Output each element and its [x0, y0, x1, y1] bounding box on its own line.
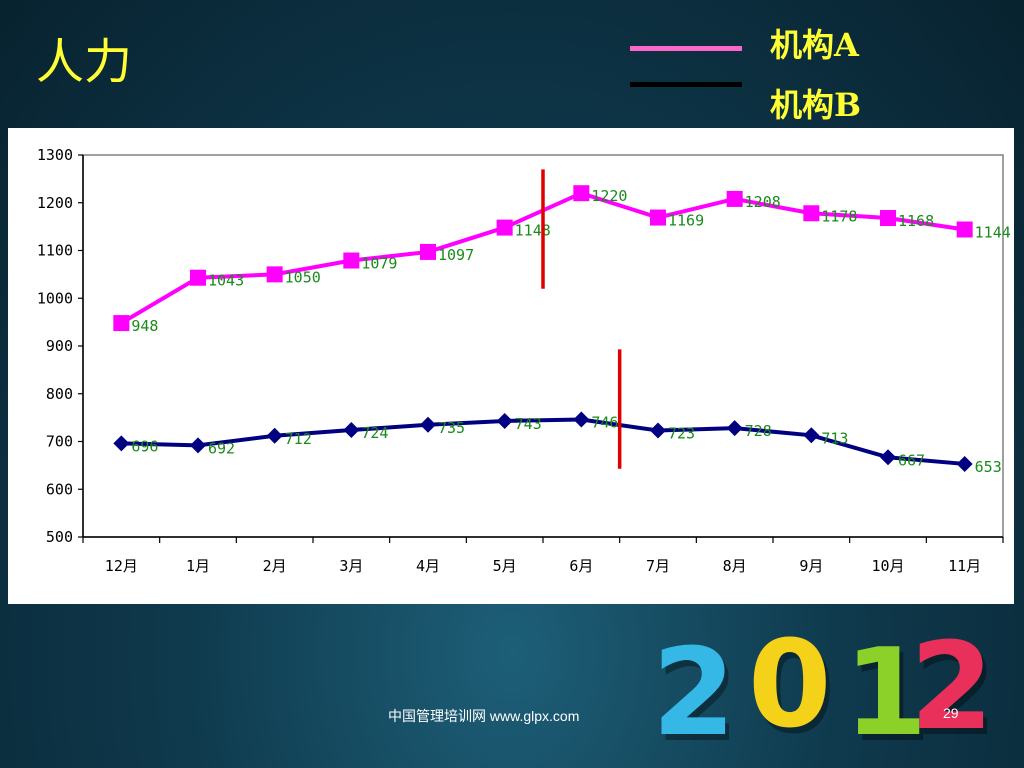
x-tick-label: 4月	[416, 557, 440, 575]
data-point-b	[190, 437, 206, 454]
x-tick-label: 9月	[799, 557, 823, 575]
legend-label-b: 机构B	[770, 86, 862, 124]
data-label: 728	[745, 422, 772, 440]
x-tick-label: 8月	[723, 557, 747, 575]
data-label: 667	[898, 451, 925, 469]
data-label: 696	[131, 437, 158, 455]
series-line-b	[121, 417, 965, 466]
data-point-b	[650, 422, 666, 439]
data-label: 743	[515, 415, 542, 433]
data-point-a	[496, 219, 513, 236]
chart-panel: 500 600 700 800 900 1000 1100 1200 1300 12月 1月 2月 3月…	[8, 128, 1014, 604]
data-point-a	[266, 266, 283, 283]
data-point-a	[956, 221, 973, 238]
x-tick-label: 6月	[569, 557, 593, 575]
data-point-a	[573, 185, 590, 202]
data-point-b	[266, 427, 283, 444]
data-point-a	[190, 269, 206, 286]
legend-line-b	[630, 82, 742, 87]
data-point-b	[496, 412, 513, 429]
decoration-digit: 2	[652, 624, 736, 763]
data-label: 653	[975, 458, 1002, 476]
decoration-digit: 1	[844, 624, 928, 763]
data-point-b	[113, 435, 130, 452]
data-label: 746	[591, 414, 618, 432]
data-point-a	[880, 210, 896, 227]
data-point-b	[956, 455, 973, 472]
slide-title: 人力	[36, 34, 133, 90]
footer-text: 中国管理培训网 www.glpx.com	[388, 708, 580, 724]
x-tick-label: 11月	[948, 557, 981, 575]
data-label: 1168	[898, 212, 934, 230]
data-label: 1208	[745, 193, 781, 211]
y-tick-label: 1200	[37, 194, 73, 212]
data-label: 1178	[821, 207, 857, 225]
data-point-a	[726, 190, 743, 207]
data-point-b	[343, 422, 360, 439]
data-point-b	[573, 411, 590, 428]
data-point-b	[803, 427, 820, 444]
y-tick-label: 1100	[37, 242, 73, 260]
data-label: 713	[821, 429, 848, 447]
data-point-a	[803, 205, 820, 222]
y-tick-label: 1000	[37, 289, 73, 307]
x-tick-label: 12月	[105, 557, 138, 575]
data-label: 692	[208, 439, 235, 457]
x-tick-label: 10月	[871, 557, 904, 575]
data-label: 724	[361, 424, 388, 442]
data-label: 723	[668, 425, 695, 443]
data-point-b	[880, 449, 896, 466]
x-tick-label: 3月	[339, 557, 363, 575]
data-label: 712	[285, 430, 312, 448]
y-tick-label: 600	[46, 480, 73, 498]
data-point-a	[343, 252, 360, 269]
y-tick-label: 500	[46, 528, 73, 546]
x-tick-label: 7月	[646, 557, 670, 575]
decoration-digit: 2	[910, 618, 994, 757]
data-label: 1144	[975, 223, 1011, 241]
data-point-a	[420, 243, 436, 260]
x-tick-label: 5月	[493, 557, 517, 575]
y-tick-label: 900	[46, 337, 73, 355]
year-2012-decoration: 2 0 1 2	[648, 624, 1018, 764]
x-tick-label: 2月	[263, 557, 287, 575]
data-label: 1043	[208, 272, 244, 290]
legend-label-a: 机构A	[770, 26, 859, 64]
decoration-digit: 0	[748, 616, 832, 755]
data-label: 1220	[591, 187, 627, 205]
line-chart: 500 600 700 800 900 1000 1100 1200 1300 12月 1月 2月 3月…	[37, 146, 1011, 575]
y-tick-label: 800	[46, 385, 73, 403]
data-label: 1079	[361, 255, 397, 273]
data-label: 1050	[285, 268, 321, 286]
data-point-a	[650, 209, 666, 226]
data-label: 948	[131, 317, 158, 335]
data-point-b	[726, 420, 743, 437]
legend-line-a	[630, 46, 742, 51]
page-number: 29	[943, 705, 959, 721]
y-tick-label: 1300	[37, 146, 73, 164]
data-label: 1148	[515, 222, 551, 240]
data-label: 735	[438, 419, 465, 437]
data-label: 1169	[668, 212, 704, 230]
y-tick-label: 700	[46, 433, 73, 451]
data-label: 1097	[438, 246, 474, 264]
data-point-a	[113, 315, 130, 332]
x-tick-label: 1月	[186, 557, 210, 575]
data-point-b	[420, 416, 436, 433]
